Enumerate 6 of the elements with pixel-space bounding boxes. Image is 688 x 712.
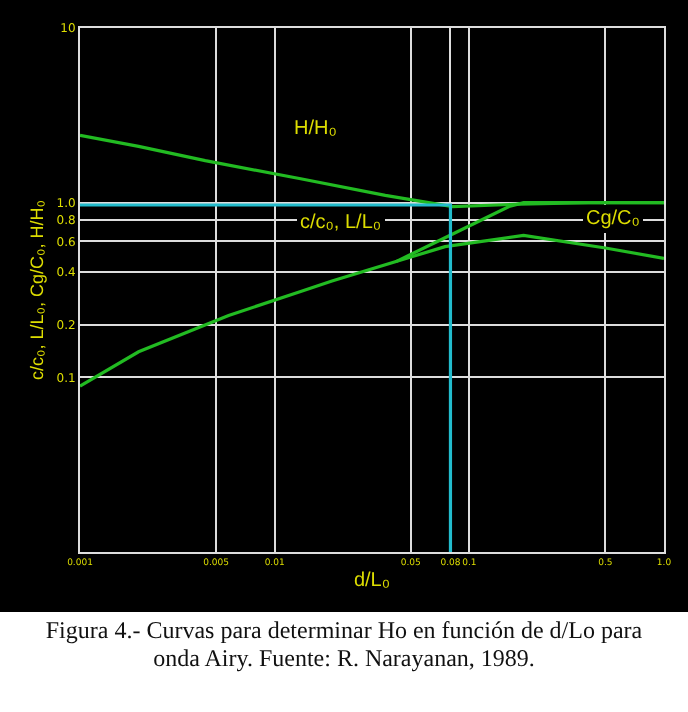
y-axis-title: c/c₀, L/L₀, Cg/C₀, H/H₀ (27, 199, 48, 380)
annotation: Cg/C₀ (586, 208, 640, 230)
annotation: H/H₀ (294, 118, 337, 140)
text: Figura 4.- Curvas para determinar Ho en función de d/Lo para onda Airy. Fuente: R. Narayanan, 1989. (43, 614, 645, 674)
x-axis-title: d/L₀ (353, 569, 391, 592)
annotation: c/c₀, L/L₀ (300, 212, 382, 234)
